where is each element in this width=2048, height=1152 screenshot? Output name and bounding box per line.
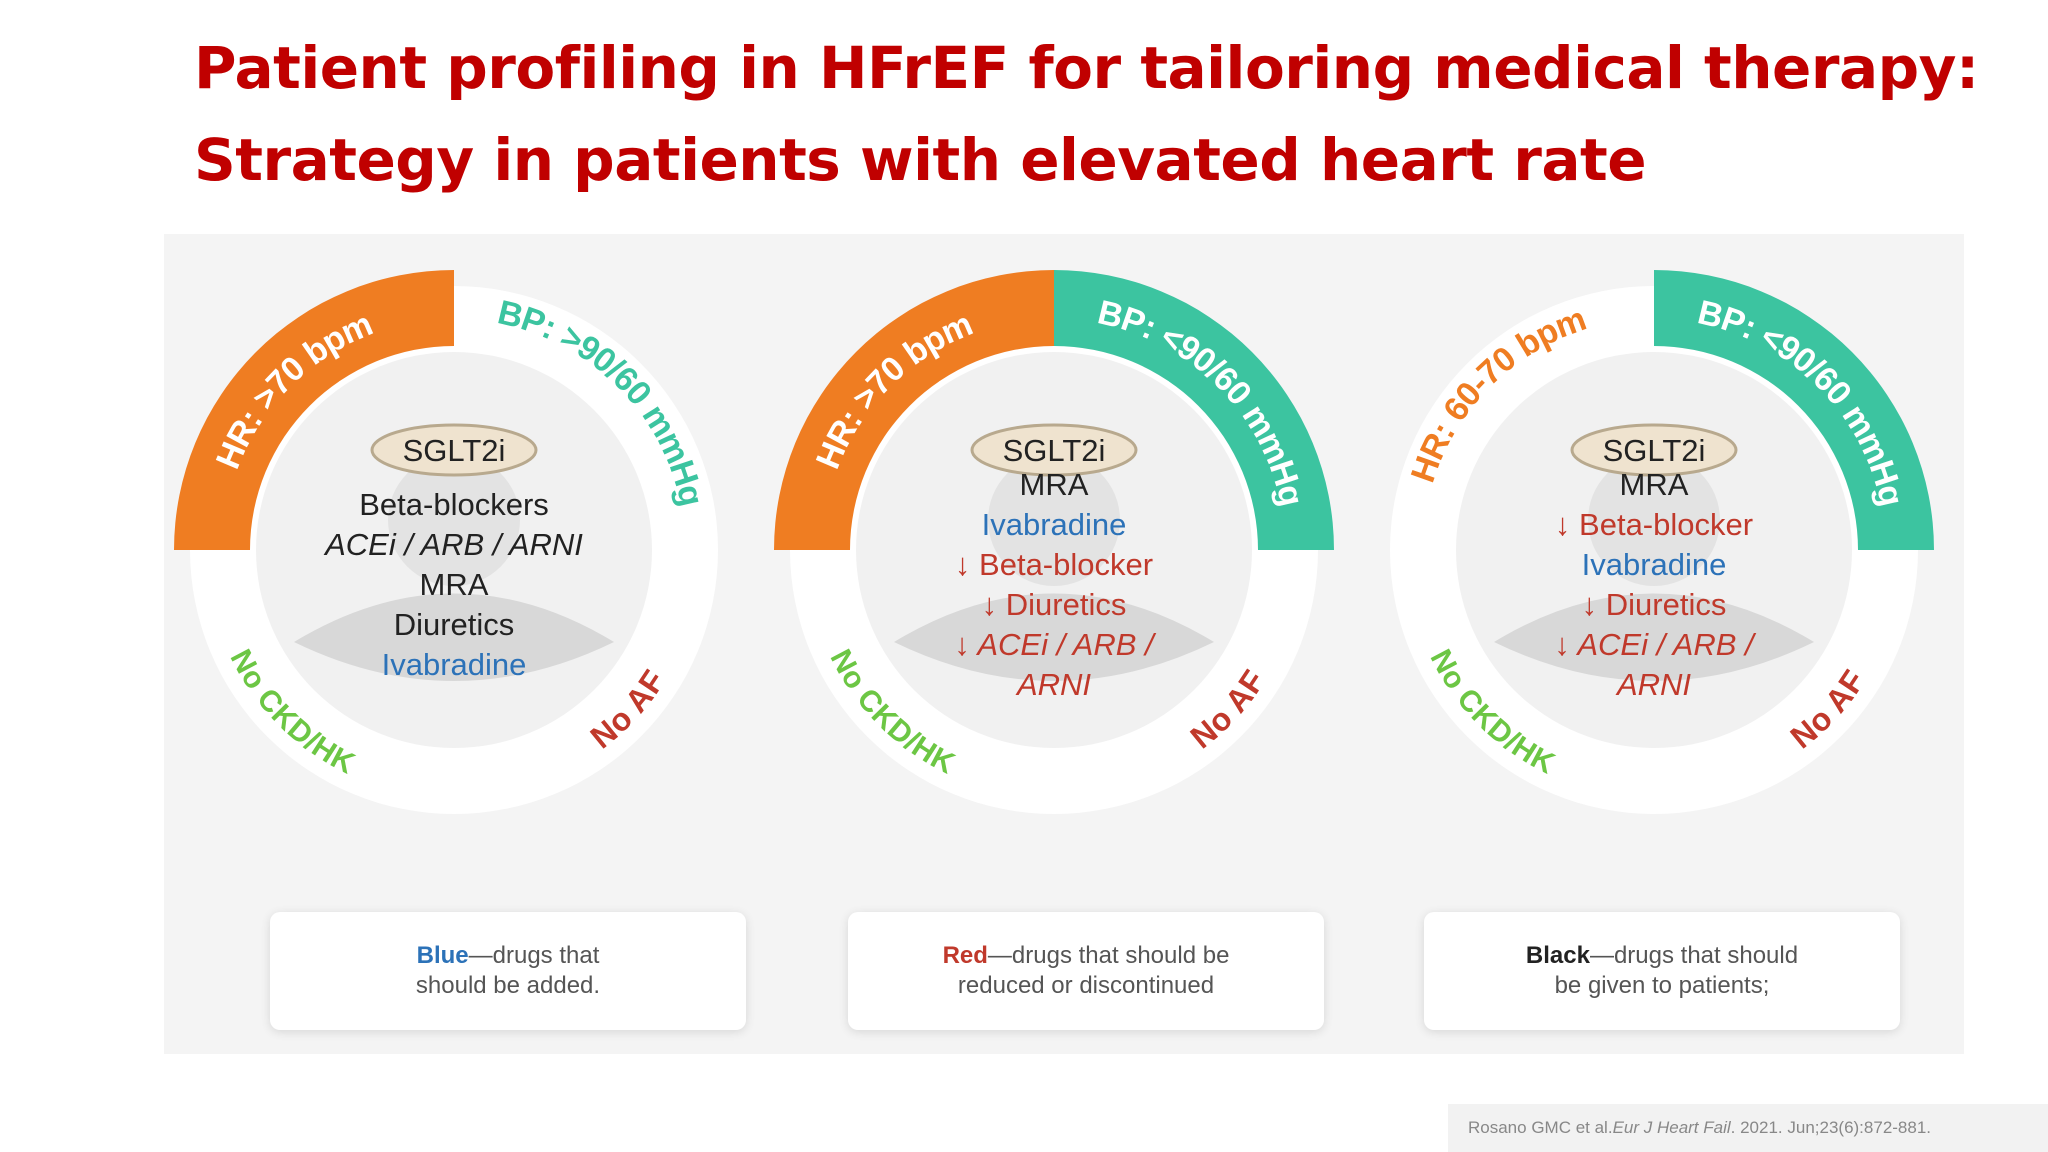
- citation-journal: Eur J Heart Fail: [1612, 1118, 1731, 1137]
- drug-give: MRA: [1620, 467, 1689, 502]
- title-line-2: Strategy in patients with elevated heart…: [194, 126, 1647, 194]
- legend-red: Red—drugs that should be reduced or disc…: [848, 912, 1324, 1030]
- drug-reduce: ↓ Beta-blocker: [1555, 507, 1753, 542]
- drug-reduce: ↓ ACEi / ARB /: [954, 627, 1157, 662]
- citation-authors: Rosano GMC et al.: [1468, 1118, 1613, 1137]
- shoulder-silhouette: [294, 593, 614, 681]
- shoulder-silhouette: [894, 593, 1214, 681]
- legend-black-text-2: be given to patients;: [1554, 972, 1770, 999]
- legend-blue-text-1: —drugs that: [468, 942, 600, 969]
- sglt2-oval: [970, 423, 1138, 477]
- drug-reduce: ARNI: [1015, 667, 1091, 702]
- patient-profile-diagrams: SGLT2i Beta-blockers ACEi / ARB / ARNI MRA D…: [174, 270, 1934, 814]
- citation-details: . 2021. Jun;23(6):872-881.: [1730, 1118, 1932, 1137]
- slide-title: Patient profiling in HFrEF for tailoring…: [194, 22, 2034, 206]
- legend-red-text-1: —drugs that should be: [987, 942, 1230, 969]
- drug-reduce: ↓ Beta-blocker: [955, 547, 1153, 582]
- head-silhouette: [988, 454, 1120, 586]
- drug-add: Ivabradine: [1582, 547, 1727, 582]
- legend-blue: Blue—drugs that should be added.: [270, 912, 746, 1030]
- drug-reduce: ARNI: [1615, 667, 1691, 702]
- head-silhouette: [1588, 454, 1720, 586]
- drug-reduce: ↓ Diuretics: [1582, 587, 1727, 622]
- sglt2-label: SGLT2i: [403, 433, 506, 468]
- hr-sector: [174, 270, 454, 550]
- shoulder-silhouette: [1494, 593, 1814, 681]
- citation: Rosano GMC et al. Eur J Heart Fail. 2021…: [1448, 1104, 2048, 1152]
- drug-add: Ivabradine: [382, 647, 527, 682]
- drug-give: MRA: [420, 567, 489, 602]
- sglt2-oval: [370, 423, 538, 477]
- head-silhouette: [388, 454, 520, 586]
- sglt2-oval: [1570, 423, 1738, 477]
- legend-blue-key: Blue: [416, 942, 469, 969]
- sglt2-label: SGLT2i: [1603, 433, 1706, 468]
- bp-sector: [1654, 270, 1934, 550]
- drug-reduce: ↓ Diuretics: [982, 587, 1127, 622]
- figure-panel: SGLT2i Beta-blockers ACEi / ARB / ARNI MRA D…: [164, 234, 1964, 1054]
- title-line-1: Patient profiling in HFrEF for tailoring…: [194, 34, 1979, 102]
- legend-red-text-2: reduced or discontinued: [957, 972, 1215, 999]
- drug-give: Beta-blockers: [359, 487, 549, 522]
- hr-sector: [774, 270, 1054, 550]
- sglt2-label: SGLT2i: [1003, 433, 1106, 468]
- drug-reduce: ↓ ACEi / ARB /: [1554, 627, 1757, 662]
- drug-give: MRA: [1020, 467, 1089, 502]
- profile-1: SGLT2i Beta-blockers ACEi / ARB / ARNI MRA D…: [174, 270, 718, 814]
- legend-black: Black—drugs that should be given to pati…: [1424, 912, 1900, 1030]
- drug-add: Ivabradine: [982, 507, 1127, 542]
- legend-black-key: Black: [1525, 942, 1590, 969]
- drug-give: Diuretics: [394, 607, 515, 642]
- bp-sector: [1054, 270, 1334, 550]
- legend-black-text-1: —drugs that should: [1589, 942, 1799, 969]
- legend-red-key: Red: [942, 942, 988, 969]
- legend-blue-text-2: should be added.: [415, 972, 601, 999]
- drug-give: ACEi / ARB / ARNI: [323, 527, 583, 562]
